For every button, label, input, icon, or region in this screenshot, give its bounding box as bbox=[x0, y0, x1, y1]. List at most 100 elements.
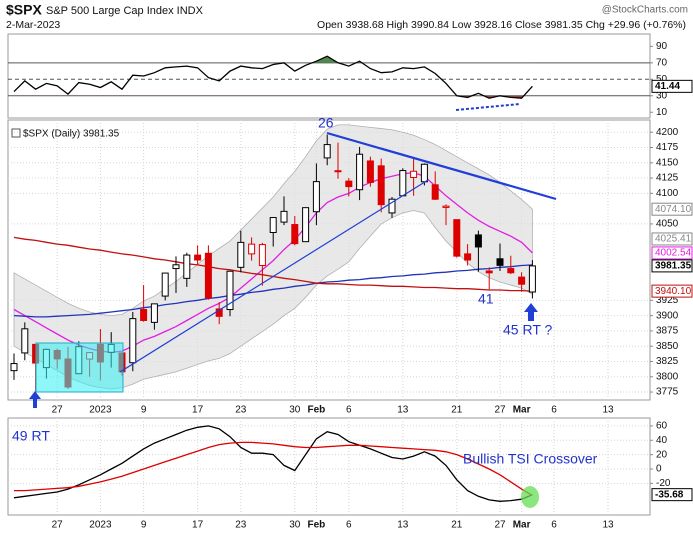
last-value-label: 3981.35 bbox=[655, 261, 692, 272]
x-tick-label: 2023 bbox=[89, 405, 112, 416]
y-tick-label: 4150 bbox=[656, 157, 679, 168]
candle-body bbox=[150, 303, 158, 323]
x-tick-label: 27 bbox=[494, 520, 506, 531]
annotation: 45 RT ? bbox=[503, 322, 553, 338]
candle-body bbox=[399, 170, 407, 197]
annotations: $SPX (Daily) 3981.35 bbox=[11, 103, 557, 508]
y-tick-label: 10 bbox=[656, 107, 668, 118]
x-tick-label: 17 bbox=[192, 520, 204, 531]
x-tick-label: 6 bbox=[551, 520, 557, 531]
series-line bbox=[13, 264, 533, 318]
candle-body bbox=[194, 254, 202, 261]
tsi-panel bbox=[7, 417, 651, 516]
candle-body bbox=[474, 234, 482, 248]
candle-body bbox=[356, 153, 364, 191]
candle-body bbox=[453, 219, 461, 257]
x-tick-label: 21 bbox=[451, 405, 463, 416]
last-value-box bbox=[651, 79, 693, 93]
last-value-box bbox=[651, 246, 693, 260]
x-tick-label: Mar bbox=[513, 520, 531, 531]
y-tick-label: 3775 bbox=[656, 387, 679, 398]
last-value-label: 3940.10 bbox=[655, 286, 692, 297]
candle-body bbox=[140, 309, 148, 321]
legend: $SPX (Daily) 3981.35 bbox=[23, 129, 120, 140]
x-tick-label: 13 bbox=[397, 520, 409, 531]
x-tick-label: 6 bbox=[346, 405, 352, 416]
x-tick-label: 27 bbox=[52, 405, 64, 416]
last-value-label: 4025.41 bbox=[655, 234, 692, 245]
candle-body bbox=[183, 254, 191, 279]
y-tick-label: 3800 bbox=[656, 371, 679, 382]
source: @StockCharts.com bbox=[602, 5, 688, 16]
candle-body bbox=[226, 270, 234, 311]
y-tick-label: 60 bbox=[656, 421, 668, 432]
candle-body bbox=[269, 217, 277, 233]
candle-body bbox=[10, 363, 18, 372]
x-tick-label: 23 bbox=[235, 520, 247, 531]
candle-body bbox=[204, 252, 212, 299]
candle-body bbox=[366, 160, 374, 183]
candle-body bbox=[410, 170, 418, 178]
x-tick-label: 2023 bbox=[89, 520, 112, 531]
candle-body bbox=[431, 184, 439, 200]
candle-body bbox=[528, 265, 536, 293]
candle-body bbox=[172, 264, 180, 270]
annotation: 49 RT bbox=[12, 428, 50, 444]
candle-body bbox=[507, 268, 515, 274]
series-line bbox=[13, 55, 533, 99]
candle-body bbox=[312, 181, 320, 213]
trend-line bbox=[326, 131, 557, 201]
y-tick-label: 70 bbox=[656, 57, 668, 68]
candle-body bbox=[464, 253, 472, 261]
candle-body bbox=[129, 318, 137, 364]
x-tick-label: 30 bbox=[289, 520, 301, 531]
annotation: 41 bbox=[478, 291, 494, 307]
candle-body bbox=[377, 165, 385, 206]
x-tick-label: 17 bbox=[192, 405, 204, 416]
series-line bbox=[13, 425, 533, 502]
y-tick-label: 90 bbox=[656, 41, 668, 52]
x-tick-label: 13 bbox=[602, 520, 614, 531]
x-tick-label: 23 bbox=[235, 405, 247, 416]
x-tick-label: Feb bbox=[308, 520, 326, 531]
y-tick-label: 20 bbox=[656, 449, 668, 460]
quote: Open 3938.68 High 3990.84 Low 3928.16 Cl… bbox=[317, 19, 686, 31]
highlight-box bbox=[35, 342, 124, 393]
last-value-box bbox=[651, 232, 693, 246]
series-line bbox=[14, 441, 533, 497]
candle-body bbox=[248, 243, 256, 255]
y-tick-label: 4175 bbox=[656, 142, 679, 153]
last-value-label: 41.44 bbox=[655, 81, 680, 92]
candle-body bbox=[323, 144, 331, 159]
x-tick-label: 27 bbox=[52, 520, 64, 531]
last-value-label: -35.68 bbox=[655, 489, 684, 500]
y-tick-label: 30 bbox=[656, 90, 668, 101]
y-tick-label: 4050 bbox=[656, 219, 679, 230]
candle-body bbox=[345, 180, 353, 188]
x-tick-label: 6 bbox=[346, 520, 352, 531]
last-value-box bbox=[651, 259, 693, 273]
y-tick-label: 4125 bbox=[656, 173, 679, 184]
trend-line bbox=[119, 179, 429, 373]
price-panel bbox=[7, 119, 651, 401]
annotation: 26 bbox=[318, 115, 334, 131]
up-arrow bbox=[29, 391, 41, 408]
y-tick-label: 50 bbox=[656, 74, 668, 85]
up-arrow bbox=[524, 303, 538, 321]
y-tick-label: -20 bbox=[656, 478, 671, 489]
date: 2-Mar-2023 bbox=[6, 19, 60, 31]
candle-body bbox=[388, 198, 396, 214]
last-value-label: 4002.54 bbox=[655, 248, 692, 259]
candle-body bbox=[442, 205, 450, 208]
x-tick-label: 27 bbox=[494, 405, 506, 416]
rsi-divergence-line bbox=[455, 103, 521, 111]
candle-body bbox=[291, 224, 299, 245]
panel: -20 0 20 40 60 27 2023 9 17 23 30 Feb 6 13 21 27 Mar 6 13 -… bbox=[8, 418, 693, 531]
x-tick-label: Feb bbox=[308, 405, 326, 416]
y-tick-label: 3925 bbox=[656, 295, 679, 306]
x-tick-label: 13 bbox=[602, 405, 614, 416]
index-name: S&P 500 Large Cap Index INDX bbox=[46, 5, 204, 17]
y-tick-label: 3875 bbox=[656, 326, 679, 337]
